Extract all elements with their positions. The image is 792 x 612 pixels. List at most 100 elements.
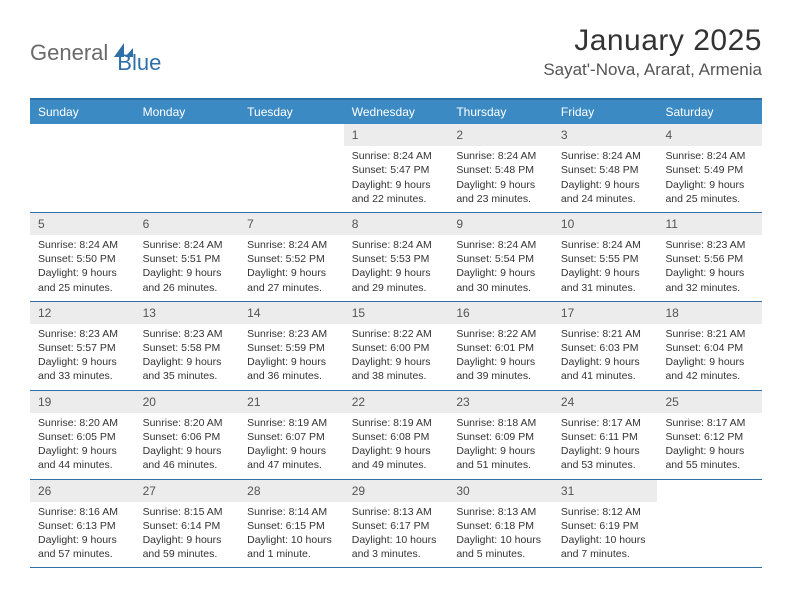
- day-cell: [30, 124, 135, 212]
- day-number: 30: [448, 480, 553, 502]
- day-details: Sunrise: 8:23 AMSunset: 5:58 PMDaylight:…: [135, 324, 240, 390]
- day-number: 19: [30, 391, 135, 413]
- day-cell: 12Sunrise: 8:23 AMSunset: 5:57 PMDayligh…: [30, 302, 135, 390]
- day-cell: 22Sunrise: 8:19 AMSunset: 6:08 PMDayligh…: [344, 391, 449, 479]
- day-cell: 4Sunrise: 8:24 AMSunset: 5:49 PMDaylight…: [657, 124, 762, 212]
- day-number: 23: [448, 391, 553, 413]
- day-cell: 27Sunrise: 8:15 AMSunset: 6:14 PMDayligh…: [135, 480, 240, 568]
- day-number: [239, 124, 344, 146]
- day-cell: 15Sunrise: 8:22 AMSunset: 6:00 PMDayligh…: [344, 302, 449, 390]
- day-cell: 23Sunrise: 8:18 AMSunset: 6:09 PMDayligh…: [448, 391, 553, 479]
- day-cell: 8Sunrise: 8:24 AMSunset: 5:53 PMDaylight…: [344, 213, 449, 301]
- day-details: Sunrise: 8:13 AMSunset: 6:18 PMDaylight:…: [448, 502, 553, 568]
- day-cell: 29Sunrise: 8:13 AMSunset: 6:17 PMDayligh…: [344, 480, 449, 568]
- day-number: 13: [135, 302, 240, 324]
- day-number: 16: [448, 302, 553, 324]
- day-cell: 5Sunrise: 8:24 AMSunset: 5:50 PMDaylight…: [30, 213, 135, 301]
- day-cell: 30Sunrise: 8:13 AMSunset: 6:18 PMDayligh…: [448, 480, 553, 568]
- day-details: Sunrise: 8:24 AMSunset: 5:50 PMDaylight:…: [30, 235, 135, 301]
- day-details: Sunrise: 8:24 AMSunset: 5:48 PMDaylight:…: [448, 146, 553, 212]
- day-cell: 9Sunrise: 8:24 AMSunset: 5:54 PMDaylight…: [448, 213, 553, 301]
- day-number: 26: [30, 480, 135, 502]
- day-number: 15: [344, 302, 449, 324]
- day-number: 9: [448, 213, 553, 235]
- day-cell: 6Sunrise: 8:24 AMSunset: 5:51 PMDaylight…: [135, 213, 240, 301]
- day-details: Sunrise: 8:15 AMSunset: 6:14 PMDaylight:…: [135, 502, 240, 568]
- week-row: 1Sunrise: 8:24 AMSunset: 5:47 PMDaylight…: [30, 124, 762, 213]
- calendar-page: General Blue January 2025 Sayat'-Nova, A…: [0, 0, 792, 588]
- day-number: 24: [553, 391, 658, 413]
- day-number: 28: [239, 480, 344, 502]
- day-number: 3: [553, 124, 658, 146]
- day-cell: 24Sunrise: 8:17 AMSunset: 6:11 PMDayligh…: [553, 391, 658, 479]
- day-number: [657, 480, 762, 502]
- week-row: 5Sunrise: 8:24 AMSunset: 5:50 PMDaylight…: [30, 213, 762, 302]
- day-details: Sunrise: 8:16 AMSunset: 6:13 PMDaylight:…: [30, 502, 135, 568]
- day-details: Sunrise: 8:22 AMSunset: 6:01 PMDaylight:…: [448, 324, 553, 390]
- day-details: Sunrise: 8:21 AMSunset: 6:03 PMDaylight:…: [553, 324, 658, 390]
- day-cell: [657, 480, 762, 568]
- day-number: 1: [344, 124, 449, 146]
- day-details: Sunrise: 8:22 AMSunset: 6:00 PMDaylight:…: [344, 324, 449, 390]
- day-details: Sunrise: 8:19 AMSunset: 6:07 PMDaylight:…: [239, 413, 344, 479]
- day-number: 10: [553, 213, 658, 235]
- day-details: Sunrise: 8:24 AMSunset: 5:51 PMDaylight:…: [135, 235, 240, 301]
- day-cell: 18Sunrise: 8:21 AMSunset: 6:04 PMDayligh…: [657, 302, 762, 390]
- day-details: Sunrise: 8:24 AMSunset: 5:47 PMDaylight:…: [344, 146, 449, 212]
- weekday-header-cell: Thursday: [448, 100, 553, 124]
- day-number: 31: [553, 480, 658, 502]
- logo-text-general: General: [30, 40, 108, 66]
- day-number: 27: [135, 480, 240, 502]
- day-cell: 2Sunrise: 8:24 AMSunset: 5:48 PMDaylight…: [448, 124, 553, 212]
- day-cell: 14Sunrise: 8:23 AMSunset: 5:59 PMDayligh…: [239, 302, 344, 390]
- day-cell: 10Sunrise: 8:24 AMSunset: 5:55 PMDayligh…: [553, 213, 658, 301]
- week-row: 26Sunrise: 8:16 AMSunset: 6:13 PMDayligh…: [30, 480, 762, 569]
- day-details: Sunrise: 8:12 AMSunset: 6:19 PMDaylight:…: [553, 502, 658, 568]
- day-cell: 17Sunrise: 8:21 AMSunset: 6:03 PMDayligh…: [553, 302, 658, 390]
- day-number: 14: [239, 302, 344, 324]
- day-details: Sunrise: 8:17 AMSunset: 6:12 PMDaylight:…: [657, 413, 762, 479]
- weekday-header-cell: Wednesday: [344, 100, 449, 124]
- day-number: 4: [657, 124, 762, 146]
- weekday-header-cell: Monday: [135, 100, 240, 124]
- day-cell: 31Sunrise: 8:12 AMSunset: 6:19 PMDayligh…: [553, 480, 658, 568]
- day-number: 20: [135, 391, 240, 413]
- weekday-header-row: SundayMondayTuesdayWednesdayThursdayFrid…: [30, 100, 762, 124]
- day-details: Sunrise: 8:18 AMSunset: 6:09 PMDaylight:…: [448, 413, 553, 479]
- week-row: 12Sunrise: 8:23 AMSunset: 5:57 PMDayligh…: [30, 302, 762, 391]
- day-number: 29: [344, 480, 449, 502]
- location-subtitle: Sayat'-Nova, Ararat, Armenia: [543, 60, 762, 80]
- day-cell: [135, 124, 240, 212]
- day-details: Sunrise: 8:23 AMSunset: 5:57 PMDaylight:…: [30, 324, 135, 390]
- day-cell: 3Sunrise: 8:24 AMSunset: 5:48 PMDaylight…: [553, 124, 658, 212]
- calendar-grid: SundayMondayTuesdayWednesdayThursdayFrid…: [30, 98, 762, 568]
- day-number: 7: [239, 213, 344, 235]
- logo-text-blue: Blue: [117, 50, 161, 76]
- day-number: 25: [657, 391, 762, 413]
- day-details: Sunrise: 8:17 AMSunset: 6:11 PMDaylight:…: [553, 413, 658, 479]
- day-details: Sunrise: 8:19 AMSunset: 6:08 PMDaylight:…: [344, 413, 449, 479]
- day-details: Sunrise: 8:24 AMSunset: 5:52 PMDaylight:…: [239, 235, 344, 301]
- day-number: 18: [657, 302, 762, 324]
- day-number: 6: [135, 213, 240, 235]
- day-cell: 13Sunrise: 8:23 AMSunset: 5:58 PMDayligh…: [135, 302, 240, 390]
- day-cell: 20Sunrise: 8:20 AMSunset: 6:06 PMDayligh…: [135, 391, 240, 479]
- day-number: 11: [657, 213, 762, 235]
- title-block: January 2025 Sayat'-Nova, Ararat, Armeni…: [543, 24, 762, 80]
- weekday-header-cell: Sunday: [30, 100, 135, 124]
- day-details: Sunrise: 8:20 AMSunset: 6:06 PMDaylight:…: [135, 413, 240, 479]
- day-number: 8: [344, 213, 449, 235]
- weekday-header-cell: Friday: [553, 100, 658, 124]
- day-cell: 11Sunrise: 8:23 AMSunset: 5:56 PMDayligh…: [657, 213, 762, 301]
- day-cell: [239, 124, 344, 212]
- day-cell: 16Sunrise: 8:22 AMSunset: 6:01 PMDayligh…: [448, 302, 553, 390]
- day-details: Sunrise: 8:24 AMSunset: 5:48 PMDaylight:…: [553, 146, 658, 212]
- day-number: [30, 124, 135, 146]
- day-number: 17: [553, 302, 658, 324]
- day-cell: 26Sunrise: 8:16 AMSunset: 6:13 PMDayligh…: [30, 480, 135, 568]
- day-cell: 21Sunrise: 8:19 AMSunset: 6:07 PMDayligh…: [239, 391, 344, 479]
- week-row: 19Sunrise: 8:20 AMSunset: 6:05 PMDayligh…: [30, 391, 762, 480]
- day-details: Sunrise: 8:14 AMSunset: 6:15 PMDaylight:…: [239, 502, 344, 568]
- day-cell: 1Sunrise: 8:24 AMSunset: 5:47 PMDaylight…: [344, 124, 449, 212]
- day-cell: 7Sunrise: 8:24 AMSunset: 5:52 PMDaylight…: [239, 213, 344, 301]
